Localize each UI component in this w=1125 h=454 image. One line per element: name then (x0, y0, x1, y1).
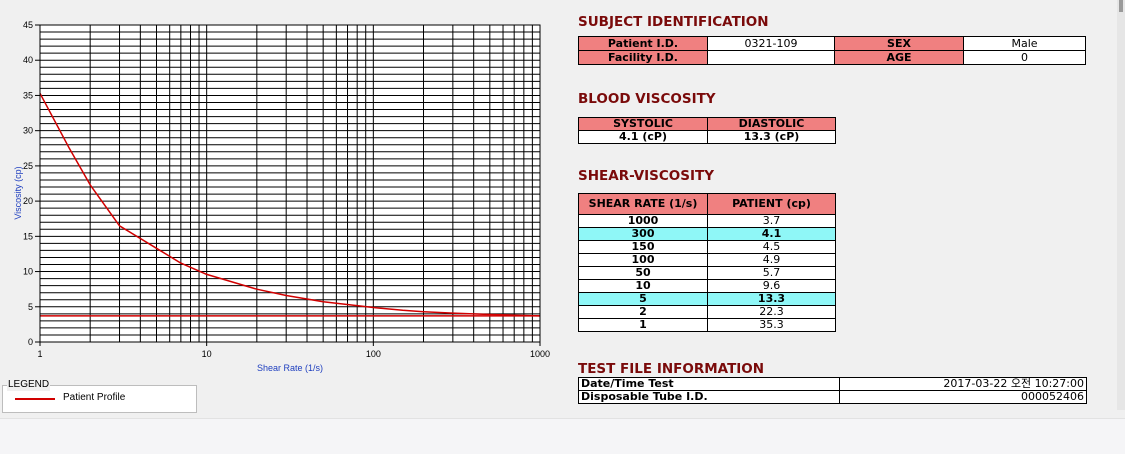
legend-swatch-patient-profile (15, 398, 55, 400)
test-file-table: Date/Time Test 2017-03-22 오전 10:27:00 Di… (578, 377, 1087, 404)
subject-identification-title: SUBJECT IDENTIFICATION (578, 14, 769, 30)
y-tick-label: 20 (23, 196, 33, 206)
y-tick-label: 35 (23, 90, 33, 100)
shear-rate-cell: 10 (578, 279, 708, 293)
plot-border (39, 24, 541, 343)
blood-viscosity-title: BLOOD VISCOSITY (578, 91, 716, 107)
shear-rate-cell: 100 (578, 253, 708, 267)
shear-viscosity-table: SHEAR RATE (1/s) PATIENT (cp) 1000 3.7 300… (578, 193, 836, 332)
patient-value-cell: 4.1 (707, 227, 836, 241)
patient-value-cell: 9.6 (707, 279, 836, 293)
patient-value-cell: 13.3 (707, 292, 836, 306)
facility-id-label: Facility I.D. (578, 50, 708, 65)
shear-rate-cell: 5 (578, 292, 708, 306)
age-value: 0 (963, 50, 1086, 65)
sv-row: 150 4.5 (578, 240, 836, 254)
y-tick-label: 15 (23, 231, 33, 241)
scrollbar-thumb[interactable] (1119, 0, 1123, 12)
patient-value-cell: 3.7 (707, 214, 836, 228)
diastolic-label: DIASTOLIC (707, 117, 836, 131)
legend-title: LEGEND (7, 379, 51, 391)
x-axis-title: Shear Rate (1/s) (257, 363, 323, 373)
patient-cp-header: PATIENT (cp) (707, 193, 836, 215)
patient-value-cell: 35.3 (707, 318, 836, 332)
shear-rate-header: SHEAR RATE (1/s) (578, 193, 708, 215)
facility-id-value (707, 50, 835, 65)
x-tick-label: 1000 (530, 349, 550, 359)
bv-value-row: 4.1 (cP) 13.3 (cP) (578, 130, 836, 144)
subject-row-1: Patient I.D. 0321-109 SEX Male (578, 36, 1086, 51)
y-tick-label: 10 (23, 267, 33, 277)
plot-background (40, 25, 540, 342)
sv-header-row: SHEAR RATE (1/s) PATIENT (cp) (578, 193, 836, 215)
blood-viscosity-table: SYSTOLIC DIASTOLIC 4.1 (cP) 13.3 (cP) (578, 117, 836, 144)
sex-label: SEX (834, 36, 964, 51)
datetime-label: Date/Time Test (578, 377, 840, 391)
legend-label-patient-profile: Patient Profile (63, 392, 126, 403)
tf-row-tube: Disposable Tube I.D. 000052406 (578, 390, 1087, 404)
shear-rate-cell: 300 (578, 227, 708, 241)
age-label: AGE (834, 50, 964, 65)
diastolic-value: 13.3 (cP) (707, 130, 836, 144)
tf-row-datetime: Date/Time Test 2017-03-22 오전 10:27:00 (578, 377, 1087, 391)
patient-value-cell: 4.5 (707, 240, 836, 254)
sv-row: 5 13.3 (578, 292, 836, 306)
y-tick-label: 40 (23, 55, 33, 65)
status-strip (0, 418, 1125, 454)
subject-row-2: Facility I.D. AGE 0 (578, 50, 1086, 65)
x-tick-label: 10 (202, 349, 212, 359)
shear-rate-cell: 50 (578, 266, 708, 280)
shear-rate-cell: 1000 (578, 214, 708, 228)
y-tick-label: 45 (23, 20, 33, 30)
test-file-information-title: TEST FILE INFORMATION (578, 361, 765, 377)
x-tick-label: 100 (366, 349, 381, 359)
tube-id-label: Disposable Tube I.D. (578, 390, 840, 404)
bv-header-row: SYSTOLIC DIASTOLIC (578, 117, 836, 131)
datetime-value: 2017-03-22 오전 10:27:00 (839, 377, 1087, 391)
x-tick-label: 1 (37, 349, 42, 359)
chart-svg: 0 5 10 15 20 25 30 35 40 45 1 10 100 1000 Shear Rate … (13, 20, 550, 373)
shear-viscosity-title: SHEAR-VISCOSITY (578, 168, 715, 184)
tube-id-value: 000052406 (839, 390, 1087, 404)
subject-identification-table: Patient I.D. 0321-109 SEX Male Facility … (578, 36, 1086, 65)
sv-row: 100 4.9 (578, 253, 836, 267)
legend: LEGEND Patient Profile (2, 379, 197, 413)
y-tick-label: 0 (28, 337, 33, 347)
viscosity-chart: 0 5 10 15 20 25 30 35 40 45 1 10 100 1000 Shear Rate … (0, 12, 560, 377)
sv-row: 1 35.3 (578, 318, 836, 332)
y-tick-label: 30 (23, 126, 33, 136)
systolic-label: SYSTOLIC (578, 117, 708, 131)
shear-rate-cell: 2 (578, 305, 708, 319)
vertical-scrollbar[interactable] (1117, 0, 1125, 410)
sv-row: 2 22.3 (578, 305, 836, 319)
patient-value-cell: 4.9 (707, 253, 836, 267)
y-axis-title: Viscosity (cp) (13, 166, 23, 219)
patient-id-value: 0321-109 (707, 36, 835, 51)
patient-value-cell: 22.3 (707, 305, 836, 319)
shear-rate-cell: 150 (578, 240, 708, 254)
y-tick-label: 25 (23, 161, 33, 171)
y-tick-label: 5 (28, 302, 33, 312)
patient-value-cell: 5.7 (707, 266, 836, 280)
shear-rate-cell: 1 (578, 318, 708, 332)
sv-row: 300 4.1 (578, 227, 836, 241)
sex-value: Male (963, 36, 1086, 51)
sv-row: 10 9.6 (578, 279, 836, 293)
systolic-value: 4.1 (cP) (578, 130, 708, 144)
sv-row: 1000 3.7 (578, 214, 836, 228)
series-line-patient-profile (39, 92, 541, 317)
sv-row: 50 5.7 (578, 266, 836, 280)
patient-id-label: Patient I.D. (578, 36, 708, 51)
